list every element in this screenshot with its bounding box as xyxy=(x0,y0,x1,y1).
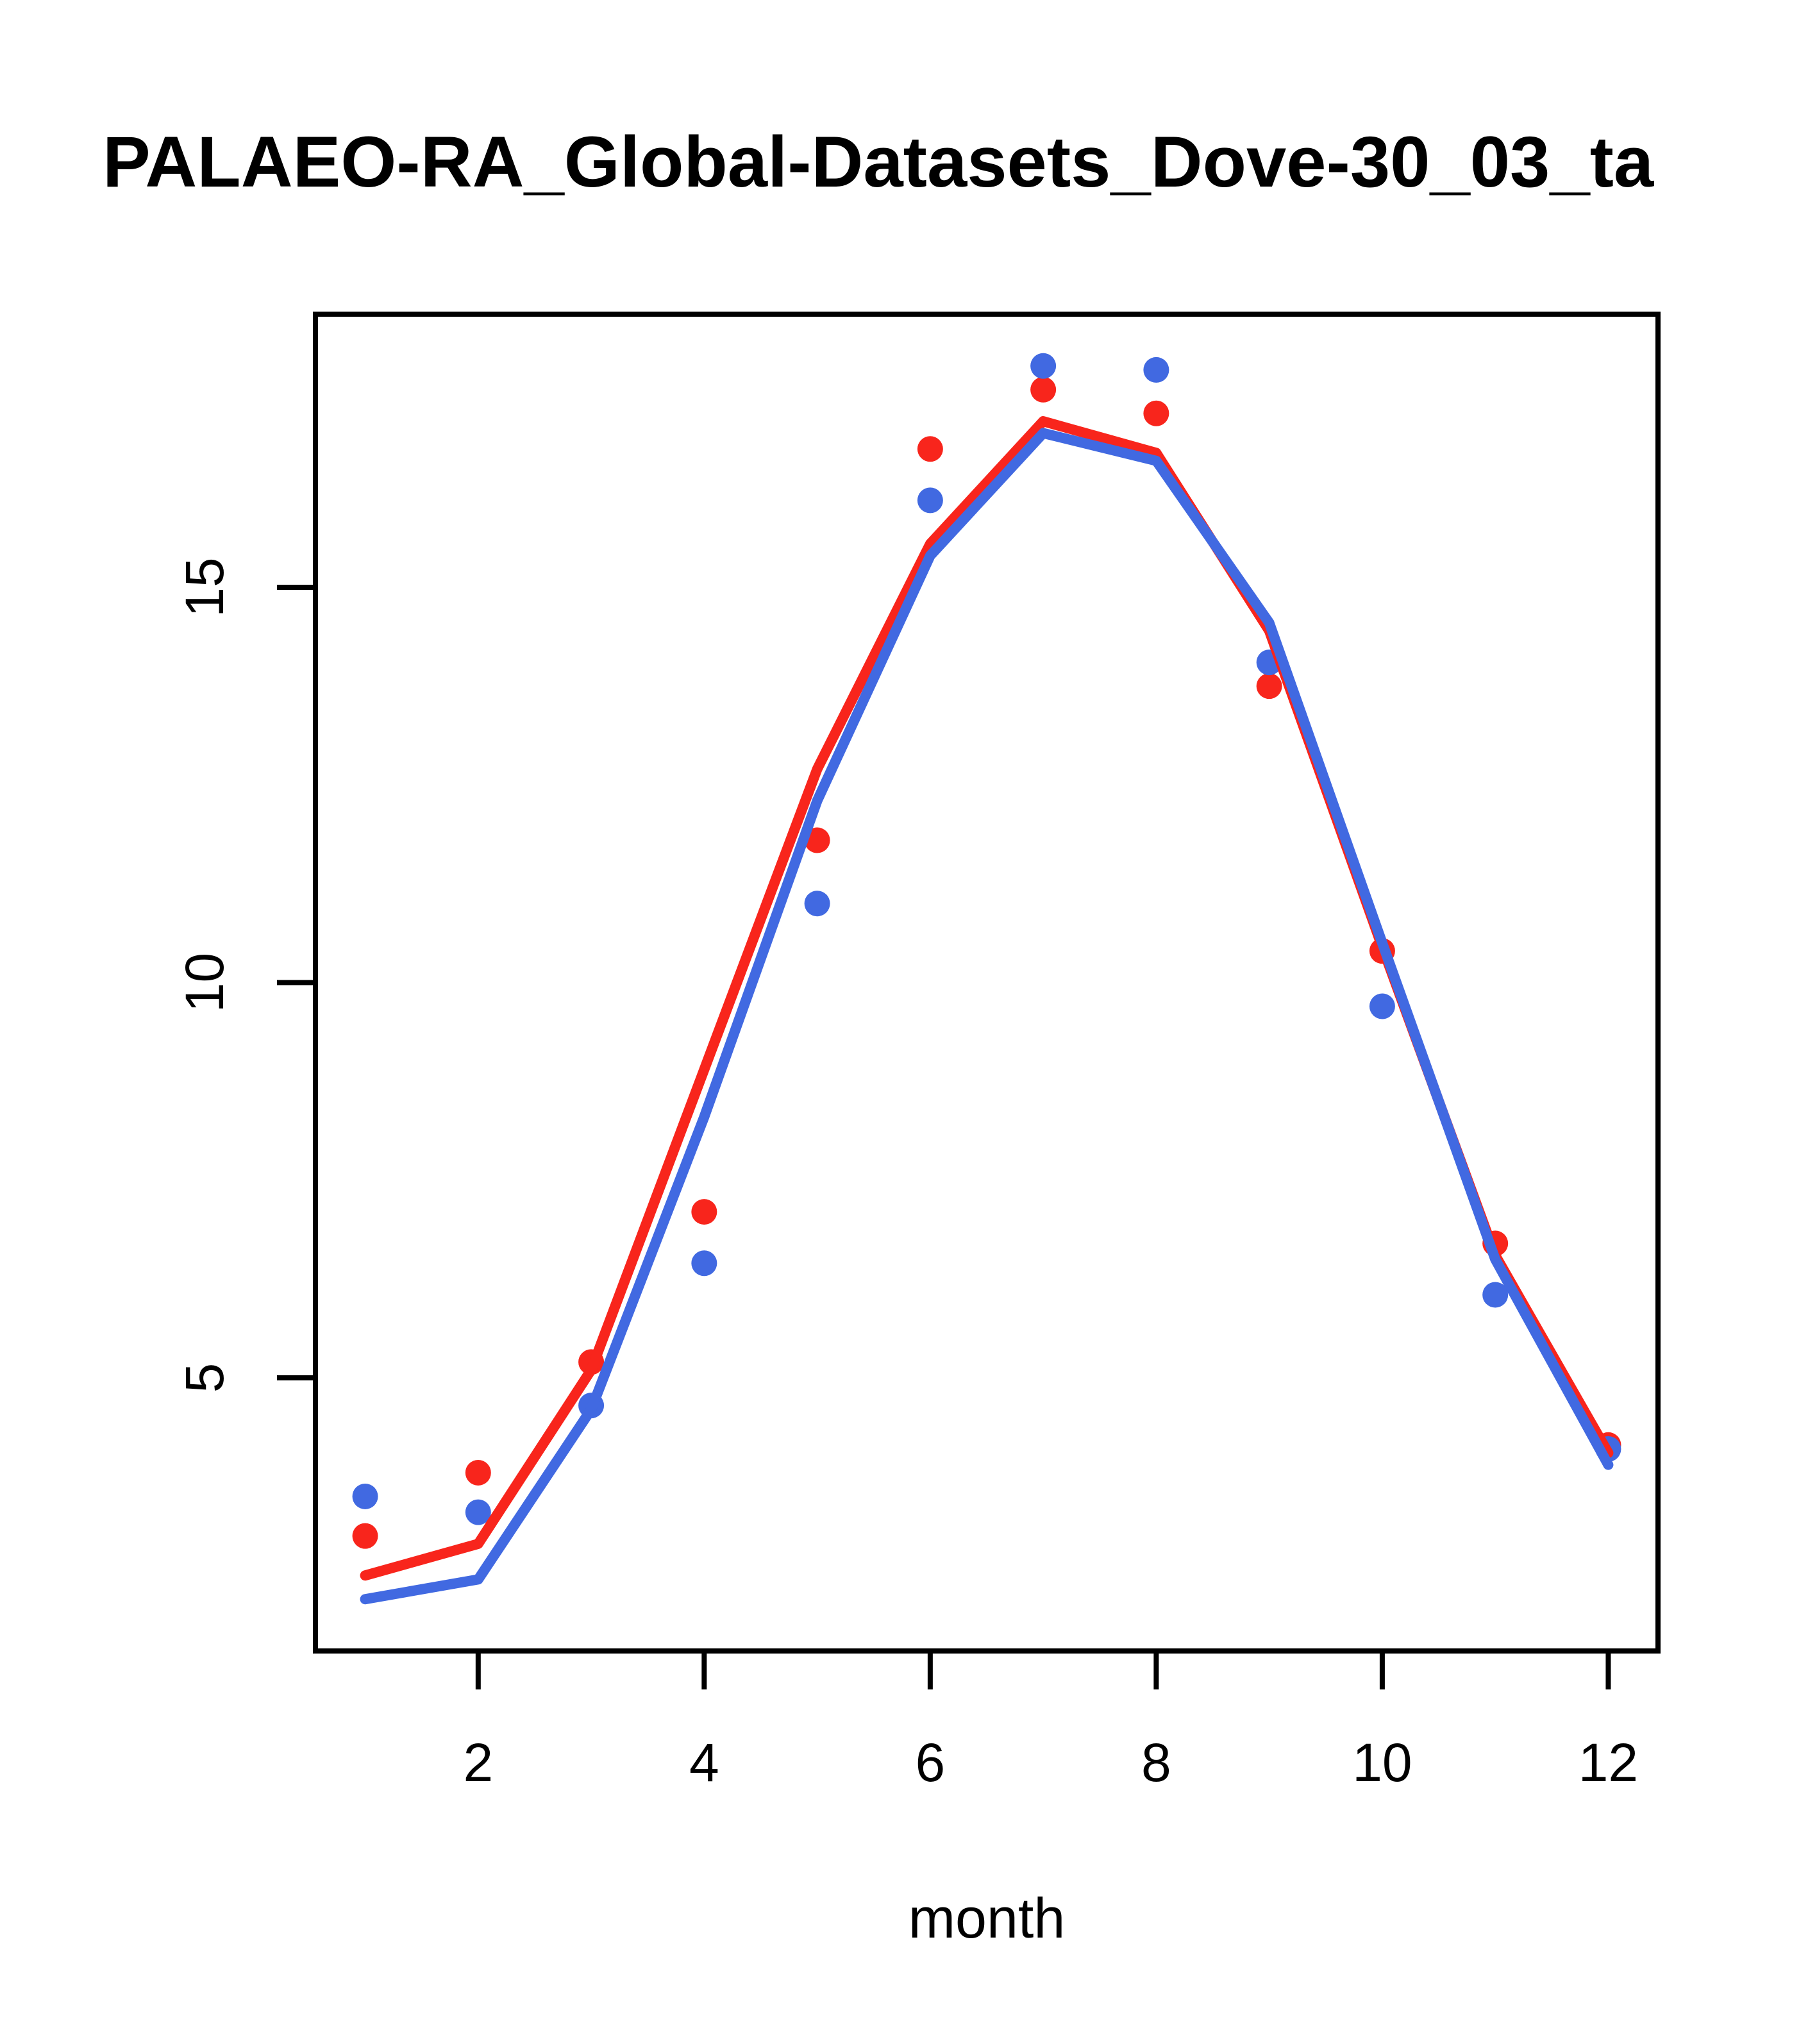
x-tick-label: 4 xyxy=(689,1732,719,1793)
blue-points-marker xyxy=(917,487,943,514)
y-axis: 5 10 15 xyxy=(174,557,315,1393)
plot-title: PALAEO-RA_Global-Datasets_Dove-30_03_ta xyxy=(103,122,1654,202)
red-points-marker xyxy=(465,1459,491,1486)
x-tick-label: 8 xyxy=(1141,1732,1171,1793)
blue-points-marker xyxy=(1030,353,1057,379)
blue-points-marker xyxy=(691,1250,717,1277)
blue-points xyxy=(352,353,1621,1525)
x-tick-label: 10 xyxy=(1352,1732,1412,1793)
y-tick-label: 15 xyxy=(174,557,235,617)
x-tick-label: 2 xyxy=(463,1732,493,1793)
plot-box xyxy=(313,312,1661,1654)
blue-points-marker xyxy=(465,1499,491,1525)
y-tick-label: 10 xyxy=(174,953,235,1012)
blue-line xyxy=(360,428,1614,1605)
red-points-marker xyxy=(352,1523,378,1549)
blue-points-marker xyxy=(1369,993,1395,1019)
blue-points-marker xyxy=(1143,356,1169,383)
red-points-marker xyxy=(1030,376,1057,403)
x-axis-title: month xyxy=(908,1886,1066,1950)
red-line xyxy=(360,416,1614,1581)
x-tick-label: 12 xyxy=(1578,1732,1638,1793)
red-points-marker xyxy=(691,1199,717,1225)
series-layer xyxy=(352,353,1621,1605)
x-axis: 2 4 6 8 10 12 xyxy=(463,1651,1638,1793)
y-tick-label: 5 xyxy=(174,1363,235,1393)
blue-points-marker xyxy=(1482,1282,1509,1308)
red-points-marker xyxy=(1256,673,1282,699)
red-points-marker xyxy=(1143,400,1169,426)
red-points xyxy=(352,376,1621,1549)
x-tick-label: 6 xyxy=(916,1732,946,1793)
blue-points-marker xyxy=(352,1483,378,1509)
red-points-marker xyxy=(917,436,943,462)
blue-points-marker xyxy=(804,891,830,917)
